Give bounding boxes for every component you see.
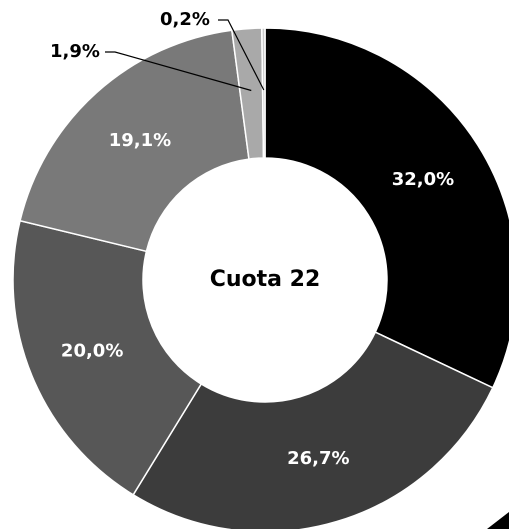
leader-line [105, 51, 252, 92]
donut-slice [261, 27, 266, 159]
donut-slice [12, 219, 203, 496]
donut-slice [264, 27, 509, 389]
donut-slice [19, 29, 250, 253]
value-label: 26,7% [287, 448, 349, 469]
leader-line [218, 19, 265, 91]
corner-shape [487, 512, 509, 529]
donut-slice [132, 331, 494, 529]
value-label: 1,9% [50, 41, 100, 62]
value-label: 20,0% [61, 340, 123, 361]
center-label: Cuota 22 [210, 267, 321, 292]
value-label: 0,2% [160, 9, 210, 30]
value-label: 19,1% [109, 130, 171, 151]
value-label: 32,0% [392, 169, 454, 190]
